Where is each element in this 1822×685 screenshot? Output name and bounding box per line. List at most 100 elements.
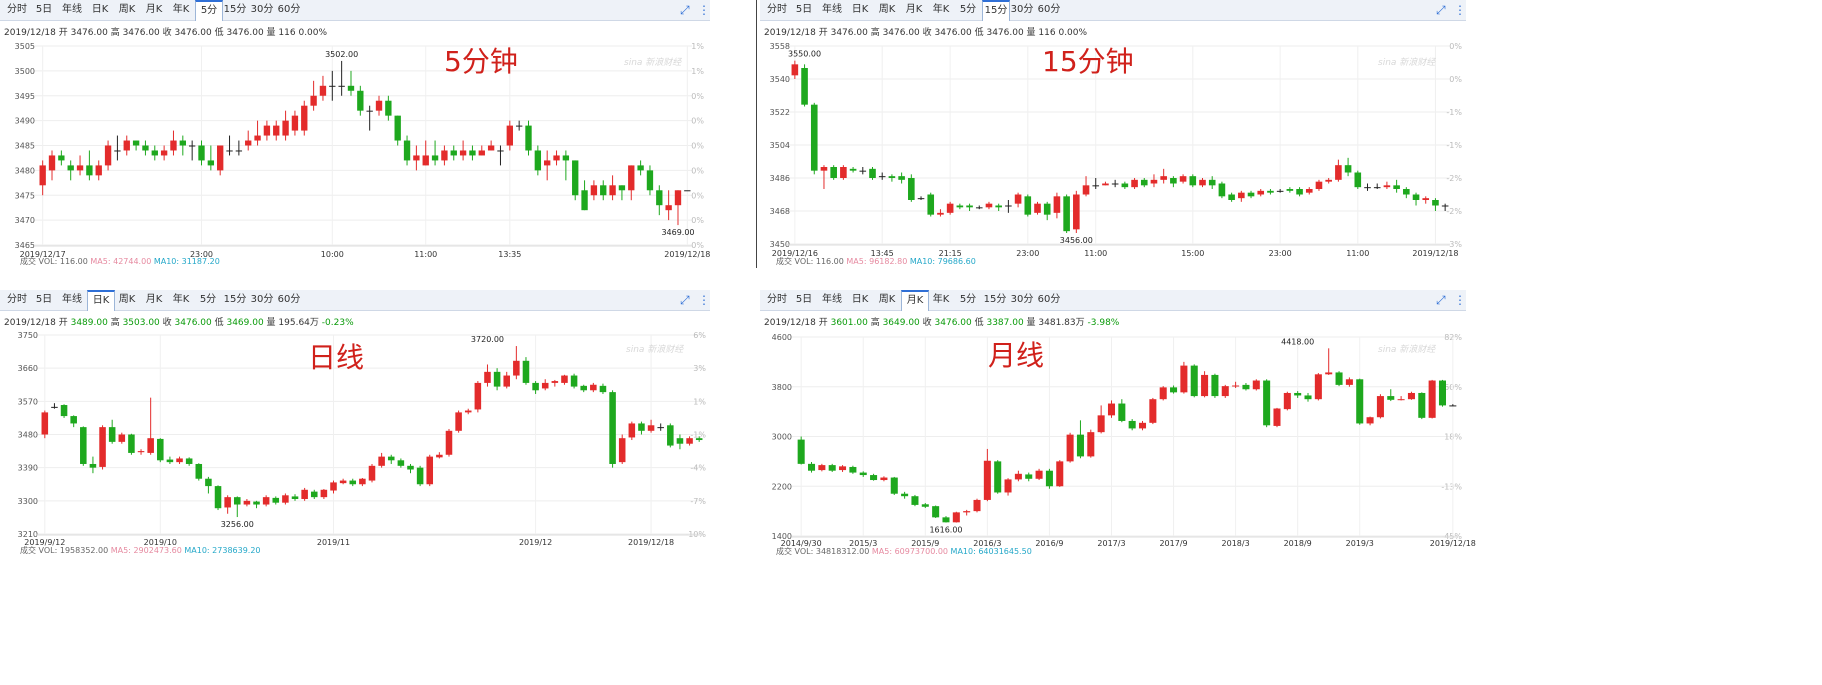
volume-footer: 成交 VOL: 34818312.00 MA5: 60973700.00 MA1… — [776, 546, 1032, 557]
more-icon[interactable]: ⋮ — [1454, 293, 1466, 307]
tab-分时[interactable]: 分时 — [7, 4, 27, 15]
candle — [1387, 389, 1395, 402]
fullscreen-icon[interactable]: ⤢ — [1436, 293, 1446, 307]
tab-年线[interactable]: 年线 — [822, 4, 842, 15]
tab-月K[interactable]: 月K — [901, 290, 929, 311]
tab-60分[interactable]: 60分 — [1037, 4, 1061, 15]
candle — [1412, 192, 1420, 206]
tab-30分[interactable]: 30分 — [1010, 294, 1034, 305]
tab-周K[interactable]: 周K — [118, 4, 136, 15]
tab-15分[interactable]: 15分 — [223, 4, 247, 15]
tab-5分[interactable]: 5分 — [195, 0, 223, 21]
info-high: 3476.00 — [882, 28, 923, 38]
tab-年线[interactable]: 年线 — [62, 4, 82, 15]
info-low: 3476.00 — [986, 28, 1027, 38]
tab-年K[interactable]: 年K — [932, 294, 950, 305]
y-right-tick-label: -1% — [1446, 108, 1462, 117]
fullscreen-icon[interactable]: ⤢ — [1436, 3, 1446, 17]
candle — [262, 495, 270, 507]
x-tick-label: 2019/12/18 — [664, 250, 710, 259]
tab-5日[interactable]: 5日 — [35, 294, 53, 305]
period-tabbar: 分时 5日 年线 日K 周K 月K 年K 5分 15分 30分 60分 ⤢ ⋮ — [0, 290, 710, 311]
tab-年线[interactable]: 年线 — [62, 294, 82, 305]
tab-年K[interactable]: 年K — [172, 294, 190, 305]
candle — [1073, 190, 1080, 233]
more-icon[interactable]: ⋮ — [1454, 3, 1466, 17]
candle — [590, 382, 597, 393]
panel-monthly: 分时 5日 年线 日K 周K 月K 年K 5分 15分 30分 60分 ⤢ ⋮ 2019/12/18 开… — [760, 290, 1476, 558]
x-tick-label: 2019/12/16 — [772, 249, 818, 258]
candle — [572, 160, 579, 201]
candle — [368, 463, 376, 483]
fullscreen-icon[interactable]: ⤢ — [680, 3, 690, 17]
tab-周K[interactable]: 周K — [118, 294, 136, 305]
info-date: 2019/12/18 — [764, 318, 819, 328]
info-vol: 116 — [278, 28, 299, 38]
candle — [1418, 392, 1426, 420]
info-close-label: 收 — [162, 28, 175, 38]
candle — [207, 145, 215, 171]
candle — [1056, 460, 1064, 487]
tab-5分[interactable]: 5分 — [959, 294, 977, 305]
candle — [282, 110, 289, 141]
tab-周K[interactable]: 周K — [878, 4, 896, 15]
candle — [1407, 391, 1415, 400]
tab-年线[interactable]: 年线 — [822, 294, 842, 305]
x-tick-label: 2019/12/18 — [628, 538, 674, 547]
info-close-label: 收 — [922, 318, 935, 328]
tab-日K[interactable]: 日K — [87, 290, 115, 311]
candle — [849, 167, 857, 173]
tab-15分[interactable]: 15分 — [982, 0, 1010, 21]
tab-5日[interactable]: 5日 — [795, 4, 813, 15]
candle — [932, 505, 940, 518]
more-icon[interactable]: ⋮ — [698, 3, 710, 17]
tab-5日[interactable]: 5日 — [35, 4, 53, 15]
tab-分时[interactable]: 分时 — [767, 4, 787, 15]
tab-15分[interactable]: 15分 — [983, 294, 1007, 305]
tab-5日[interactable]: 5日 — [795, 294, 813, 305]
tab-年K[interactable]: 年K — [172, 4, 190, 15]
candle — [291, 110, 299, 136]
candle — [375, 95, 383, 116]
tab-分时[interactable]: 分时 — [7, 294, 27, 305]
tab-日K[interactable]: 日K — [851, 4, 869, 15]
tab-日K[interactable]: 日K — [91, 4, 109, 15]
tab-30分[interactable]: 30分 — [250, 294, 274, 305]
info-open-label: 开 — [818, 28, 831, 38]
y-tick-label: 3486 — [770, 174, 790, 183]
candle — [282, 493, 289, 505]
tab-60分[interactable]: 60分 — [1037, 294, 1061, 305]
more-icon[interactable]: ⋮ — [698, 293, 710, 307]
info-low-label: 低 — [974, 28, 987, 38]
tab-月K[interactable]: 月K — [905, 4, 923, 15]
panel-5min: 分时 5日 年线 日K 周K 月K 年K 5分 15分 30分 60分 ⤢ ⋮ 2019/12/18 开… — [0, 0, 710, 268]
tab-30分[interactable]: 30分 — [1010, 4, 1034, 15]
tab-月K[interactable]: 月K — [145, 294, 163, 305]
candle — [818, 463, 826, 472]
info-high-label: 高 — [870, 318, 883, 328]
tab-分时[interactable]: 分时 — [767, 294, 787, 305]
candle — [179, 135, 186, 156]
info-close: 3476.00 — [934, 28, 975, 38]
tab-60分[interactable]: 60分 — [277, 4, 301, 15]
tab-年K[interactable]: 年K — [932, 4, 950, 15]
candle — [1366, 416, 1374, 426]
tab-5分[interactable]: 5分 — [959, 4, 977, 15]
tab-30分[interactable]: 30分 — [250, 4, 274, 15]
y-tick-label: 3505 — [15, 42, 35, 51]
candle — [254, 120, 261, 146]
tab-15分[interactable]: 15分 — [223, 294, 247, 305]
tab-60分[interactable]: 60分 — [277, 294, 301, 305]
candle — [898, 172, 905, 184]
fullscreen-icon[interactable]: ⤢ — [680, 293, 690, 307]
candle — [665, 190, 672, 221]
tab-日K[interactable]: 日K — [851, 294, 869, 305]
tab-月K[interactable]: 月K — [145, 4, 163, 15]
tab-周K[interactable]: 周K — [878, 294, 896, 305]
candle — [157, 438, 164, 463]
tab-5分[interactable]: 5分 — [199, 294, 217, 305]
candle — [1014, 470, 1022, 482]
candle — [695, 436, 703, 442]
y-tick-label: 3660 — [18, 364, 38, 373]
footer-ma5: MA5: 2902473.60 — [110, 546, 185, 555]
